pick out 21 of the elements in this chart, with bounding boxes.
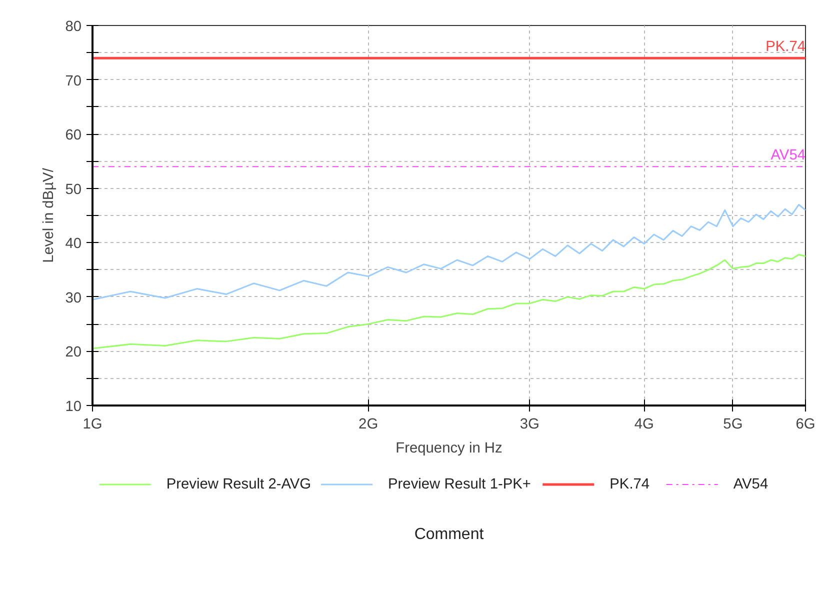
y-tick-label: 10 bbox=[65, 399, 82, 415]
y-tick-label: 60 bbox=[65, 128, 82, 144]
x-tick-label: 2G bbox=[358, 416, 378, 432]
y-tick-label: 50 bbox=[65, 182, 82, 198]
x-tick-label: 6G bbox=[796, 416, 816, 432]
y-tick-label: 20 bbox=[65, 344, 82, 361]
y-tick-label: 80 bbox=[65, 19, 82, 35]
y-tick-label: 40 bbox=[65, 236, 82, 252]
y-tick-label: 70 bbox=[65, 73, 82, 90]
text: Comment bbox=[414, 526, 484, 543]
x-tick-label: 4G bbox=[634, 416, 654, 432]
x-tick-label: 3G bbox=[520, 416, 540, 432]
legend-label: Preview Result 2-AVG bbox=[166, 476, 312, 492]
y-axis-title: Level in dBµV/ bbox=[41, 167, 58, 263]
text: PK.74 bbox=[610, 476, 650, 492]
x-tick-label: 5G bbox=[723, 416, 743, 432]
x-tick-label: 1G bbox=[82, 416, 102, 432]
text: AV54 bbox=[733, 476, 768, 492]
legend-label: Preview Result 1-PK+ bbox=[388, 476, 531, 492]
y-tick-label: 30 bbox=[65, 290, 82, 306]
x-axis-title: Frequency in Hz bbox=[396, 440, 502, 456]
